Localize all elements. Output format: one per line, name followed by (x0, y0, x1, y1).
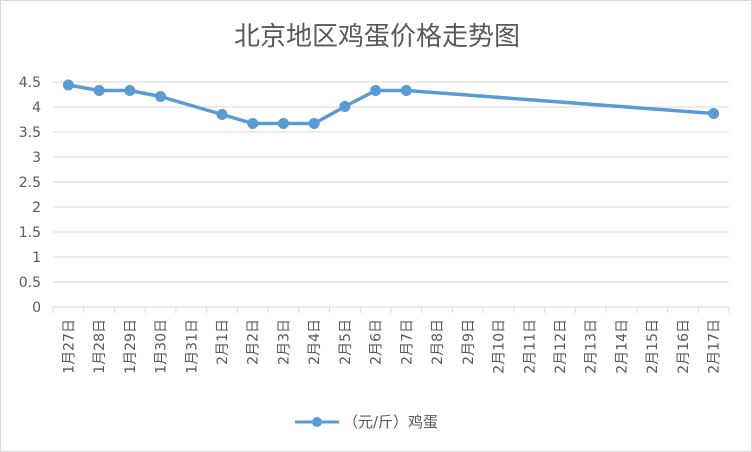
legend-marker (312, 417, 322, 427)
x-tick-label: 1月31日 (184, 319, 200, 374)
x-tick-label: 1月29日 (123, 319, 139, 374)
data-point (308, 118, 320, 129)
x-tick-label: 2月1日 (215, 319, 231, 365)
data-point (400, 85, 412, 96)
x-tick-label: 1月30日 (154, 319, 170, 374)
x-tick-label: 2月8日 (430, 319, 446, 365)
data-point (155, 91, 167, 102)
series-layer (62, 79, 720, 129)
grid (53, 81, 729, 308)
data-point (277, 118, 289, 129)
x-tick-label: 2月17日 (707, 319, 723, 374)
legend: （元/斤）鸡蛋 (295, 413, 438, 431)
series-line (66, 83, 716, 126)
x-tick-label: 1月28日 (92, 319, 108, 374)
data-point (247, 118, 259, 129)
data-point (216, 109, 228, 120)
y-axis-ticks: 0 0.5 1 1.5 2 2.5 3 3.5 4 4.5 (19, 75, 41, 316)
data-point (370, 85, 382, 96)
y-tick-label: 4 (32, 100, 41, 116)
x-tick-label: 2月2日 (246, 319, 262, 365)
x-tick-label: 2月13日 (584, 319, 600, 374)
y-tick-label: 3.5 (19, 125, 41, 141)
data-point (339, 101, 351, 112)
x-tick-label: 2月3日 (276, 319, 292, 365)
x-tick-label: 2月4日 (307, 319, 323, 365)
y-tick-label: 0 (32, 300, 41, 316)
x-tick-label: 2月7日 (399, 319, 415, 365)
y-tick-label: 2 (32, 200, 41, 216)
legend-label: （元/斤）鸡蛋 (343, 413, 438, 431)
y-tick-label: 3 (32, 150, 41, 166)
data-point (62, 79, 74, 91)
y-tick-label: 2.5 (19, 175, 41, 191)
data-point (708, 108, 720, 119)
chart-title: 北京地区鸡蛋价格走势图 (234, 22, 520, 52)
data-point (93, 85, 105, 96)
x-tick-label: 2月14日 (614, 319, 630, 374)
y-tick-label: 1 (32, 250, 41, 266)
x-tick-label: 2月10日 (492, 319, 508, 374)
x-axis-ticks: 1月27日 1月28日 1月29日 1月30日 1月31日 2月1日 2月2日 2月3日 2月4… (52, 307, 730, 374)
x-tick-label: 2月6日 (369, 319, 385, 365)
x-tick-label: 1月27日 (61, 319, 77, 374)
x-tick-label: 2月16日 (676, 319, 692, 374)
x-tick-label: 2月9日 (461, 319, 477, 365)
data-point (124, 85, 136, 96)
x-tick-label: 2月11日 (522, 319, 538, 374)
y-tick-label: 1.5 (19, 225, 41, 241)
y-tick-label: 0.5 (19, 275, 41, 291)
x-tick-label: 2月5日 (338, 319, 354, 365)
x-tick-label: 2月12日 (553, 319, 569, 374)
x-tick-label: 2月15日 (645, 319, 661, 374)
y-tick-label: 4.5 (19, 75, 41, 91)
